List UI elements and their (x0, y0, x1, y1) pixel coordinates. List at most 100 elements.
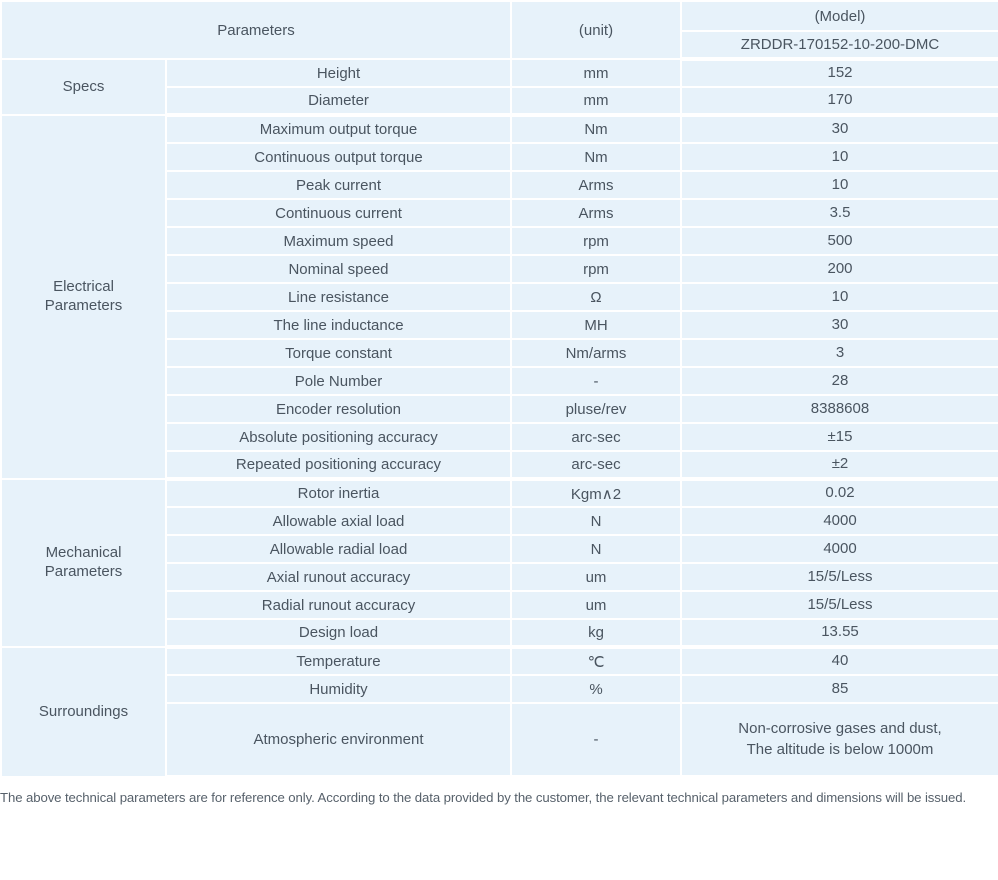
unit-value: N (510, 506, 682, 536)
parameter-name: Torque constant (165, 338, 512, 368)
model-value: 152 (680, 58, 998, 88)
model-value: 170 (680, 86, 998, 117)
parameter-name: Temperature (165, 646, 512, 676)
parameter-name: Radial runout accuracy (165, 590, 512, 620)
table-row: Maximum speed rpm 500 (1, 226, 998, 256)
table-row: Surroundings Temperature ℃ 40 (0, 646, 998, 778)
group-label: Specs (0, 58, 167, 116)
parameter-name: Diameter (165, 86, 512, 117)
unit-value: mm (510, 86, 682, 117)
model-column-header: (Model) (680, 0, 998, 33)
unit-value: N (510, 534, 682, 564)
table-header: Parameters (unit) (Model) ZRDDR-170152-1… (0, 0, 998, 61)
table-row: The line inductance MH 30 (1, 310, 998, 340)
parameter-name: Axial runout accuracy (165, 562, 512, 592)
unit-value: Arms (510, 198, 682, 228)
unit-value: % (510, 674, 682, 704)
parameters-column-header: Parameters (0, 0, 512, 60)
unit-value: Arms (510, 170, 682, 200)
parameters-table: Parameters (unit) (Model) ZRDDR-170152-1… (0, 0, 998, 779)
unit-value: Nm (510, 114, 682, 144)
model-number: ZRDDR-170152-10-200-DMC (680, 30, 998, 61)
model-value: 3 (680, 338, 998, 368)
unit-value: kg (510, 618, 682, 649)
table-row: Absolute positioning accuracy arc-sec ±15 (1, 422, 998, 452)
model-value: 500 (680, 226, 998, 256)
model-value: ±2 (680, 450, 998, 481)
parameter-name: Line resistance (165, 282, 512, 312)
parameter-name: Continuous current (165, 198, 512, 228)
parameter-name: Absolute positioning accuracy (165, 422, 512, 452)
table-row: Diameter mm 170 (1, 86, 998, 117)
model-value: 40 (680, 646, 998, 676)
model-value: 4000 (680, 506, 998, 536)
parameter-name: Height (165, 58, 512, 88)
table-row: Torque constant Nm/arms 3 (1, 338, 998, 368)
parameter-name: Rotor inertia (165, 478, 512, 508)
model-value: 15/5/Less (680, 562, 998, 592)
table-row: Encoder resolution pluse/rev 8388608 (1, 394, 998, 424)
group-label: Surroundings (0, 646, 167, 778)
table-row: Pole Number -28 (1, 366, 998, 396)
parameter-name: The line inductance (165, 310, 512, 340)
group-label: Electrical Parameters (0, 114, 167, 480)
parameter-name: Nominal speed (165, 254, 512, 284)
model-value: 10 (680, 170, 998, 200)
table-row: Allowable radial load N 4000 (1, 534, 998, 564)
model-value: 10 (680, 282, 998, 312)
model-value: Non-corrosive gases and dust, The altitu… (680, 702, 998, 779)
unit-value: um (510, 590, 682, 620)
table-row: Specs Height mm 152 (0, 58, 998, 116)
unit-value: arc-sec (510, 450, 682, 481)
model-value: 4000 (680, 534, 998, 564)
table-row: Continuous current Arms 3.5 (1, 198, 998, 228)
table-row: Axial runout accuracy um 15/5/Less (1, 562, 998, 592)
unit-value: ℃ (510, 646, 682, 676)
parameter-name: Design load (165, 618, 512, 649)
table-row: Atmospheric environment - Non-corrosive ga… (1, 702, 998, 779)
unit-value: arc-sec (510, 422, 682, 452)
unit-value: - (510, 702, 682, 779)
spec-sheet-page: Parameters (unit) (Model) ZRDDR-170152-1… (0, 0, 998, 805)
model-value: 0.02 (680, 478, 998, 508)
unit-value: Kgm∧2 (510, 478, 682, 508)
model-value: 200 (680, 254, 998, 284)
parameter-name: Maximum speed (165, 226, 512, 256)
unit-value: Nm/arms (510, 338, 682, 368)
parameter-name: Allowable axial load (165, 506, 512, 536)
model-value: 8388608 (680, 394, 998, 424)
model-value: 85 (680, 674, 998, 704)
table-row: Design load kg 13.55 (1, 618, 998, 649)
table-row: Continuous output torque Nm 10 (1, 142, 998, 172)
parameter-name: Repeated positioning accuracy (165, 450, 512, 481)
model-value: 28 (680, 366, 998, 396)
unit-value: um (510, 562, 682, 592)
model-value: 13.55 (680, 618, 998, 649)
parameter-name: Peak current (165, 170, 512, 200)
table-row: Electrical Parameters Maximum output torq… (0, 114, 998, 480)
table-row: Humidity% 85 (1, 674, 998, 704)
unit-value: pluse/rev (510, 394, 682, 424)
parameter-name: Continuous output torque (165, 142, 512, 172)
parameter-name: Pole Number (165, 366, 512, 396)
model-value: 30 (680, 114, 998, 144)
unit-value: Nm (510, 142, 682, 172)
table-row: Repeated positioning accuracy arc-sec ±2 (1, 450, 998, 481)
unit-column-header: (unit) (510, 0, 682, 60)
table-body: Specs Height mm 152 Diameter mm 170 Electrical … (0, 58, 998, 779)
parameter-name: Allowable radial load (165, 534, 512, 564)
model-value: 30 (680, 310, 998, 340)
table-row: Radial runout accuracy um 15/5/Less (1, 590, 998, 620)
unit-value: rpm (510, 254, 682, 284)
unit-value: - (510, 366, 682, 396)
unit-value: mm (510, 58, 682, 88)
model-value: 3.5 (680, 198, 998, 228)
table-row: Allowable axial load N 4000 (1, 506, 998, 536)
parameter-name: Atmospheric environment (165, 702, 512, 779)
table-row: Peak current Arms 10 (1, 170, 998, 200)
unit-value: MH (510, 310, 682, 340)
table-row: Nominal speed rpm 200 (1, 254, 998, 284)
model-value: 10 (680, 142, 998, 172)
footer-note: The above technical parameters are for r… (0, 790, 967, 805)
parameter-name: Maximum output torque (165, 114, 512, 144)
